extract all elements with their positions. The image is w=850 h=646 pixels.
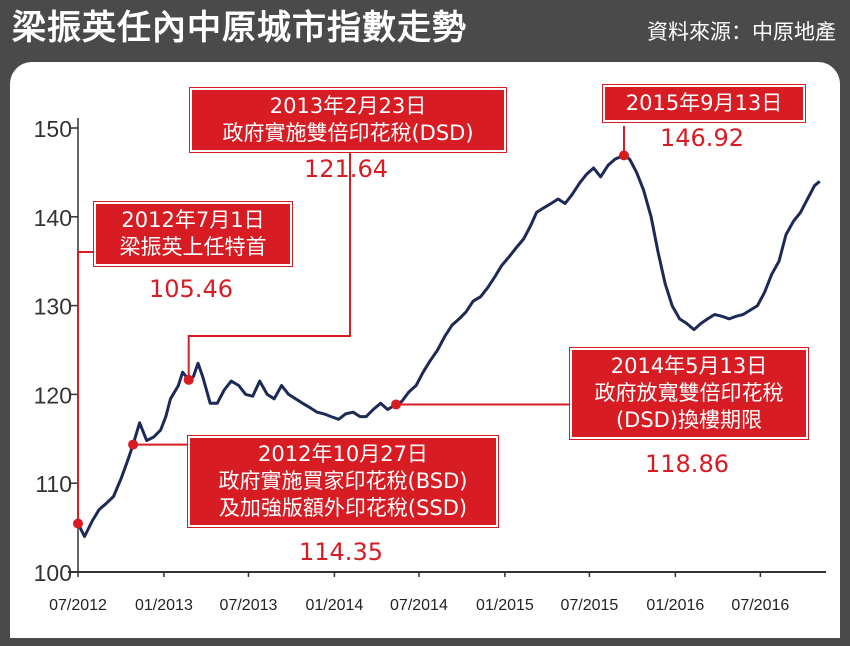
y-tick-label: 100 [34, 560, 72, 586]
y-tick-label: 120 [34, 382, 72, 408]
annotation-value-2012-07-01: 105.46 [149, 275, 233, 303]
annotation-markers [73, 150, 629, 529]
chart-title: 梁振英任內中原城市指數走勢 [12, 8, 467, 48]
annotation-marker [183, 374, 194, 385]
annotation-value-2013-02-23: 121.64 [304, 155, 388, 183]
x-tick-label: 01/2015 [476, 597, 534, 614]
annotation-line: 政府實施雙倍印花稅(DSD) [222, 121, 474, 145]
annotation-line: 政府實施買家印花稅(BSD) [218, 469, 468, 493]
annotation-box-2012-07-01: 2012年7月1日 梁振英上任特首 [94, 202, 292, 266]
annotation-box-2013-02-23: 2013年2月23日 政府實施雙倍印花稅(DSD) [190, 88, 506, 152]
annotation-line: 2014年5月13日 [610, 354, 768, 378]
y-tick-label: 150 [34, 116, 72, 142]
x-tick-label: 07/2016 [731, 597, 789, 614]
annotation-marker [73, 518, 83, 529]
x-tick-label: 07/2014 [390, 597, 448, 614]
x-tick-label: 07/2012 [49, 597, 107, 614]
annotation-value-2012-10-27: 114.35 [299, 538, 383, 566]
source-note: 資料來源：中原地產 [647, 20, 836, 44]
annotation-marker [618, 150, 629, 161]
annotation-line: (DSD)換樓期限 [615, 408, 763, 432]
annotation-leader [77, 251, 94, 524]
x-tick-label: 01/2016 [646, 597, 704, 614]
annotation-line: 政府放寬雙倍印花稅 [594, 381, 784, 405]
axes: 100 110 120 130 140 150 07/2012 01/2013 07/2013 0… [34, 116, 826, 614]
x-tick-label: 07/2015 [560, 597, 618, 614]
x-tick-label: 01/2014 [305, 597, 363, 614]
annotation-box-2012-10-27: 2012年10月27日 政府實施買家印花稅(BSD) 及加強版額外印花稅(SSD… [188, 436, 498, 527]
annotation-line: 及加強版額外印花稅(SSD) [218, 496, 468, 520]
y-tick-label: 130 [34, 294, 72, 320]
y-tick-label: 110 [35, 471, 72, 497]
annotation-marker [391, 399, 402, 410]
x-tick-label: 07/2013 [220, 597, 278, 614]
annotation-line: 2013年2月23日 [269, 94, 427, 118]
annotation-line: 2015年9月13日 [625, 91, 783, 115]
x-tick-label: 01/2013 [135, 597, 193, 614]
annotation-line: 梁振英上任特首 [119, 235, 267, 259]
annotation-value-2015-09-13: 146.92 [660, 124, 744, 152]
y-tick-label: 140 [34, 205, 72, 231]
annotation-leader [187, 148, 351, 380]
annotation-marker [128, 439, 139, 450]
annotation-value-2014-05-13: 118.86 [645, 450, 729, 478]
annotation-line: 2012年7月1日 [121, 208, 265, 232]
annotation-box-2015-09-13: 2015年9月13日 [603, 85, 805, 122]
annotation-line: 2012年10月27日 [258, 442, 428, 466]
annotation-box-2014-05-13: 2014年5月13日 政府放寬雙倍印花稅 (DSD)換樓期限 [570, 348, 808, 439]
